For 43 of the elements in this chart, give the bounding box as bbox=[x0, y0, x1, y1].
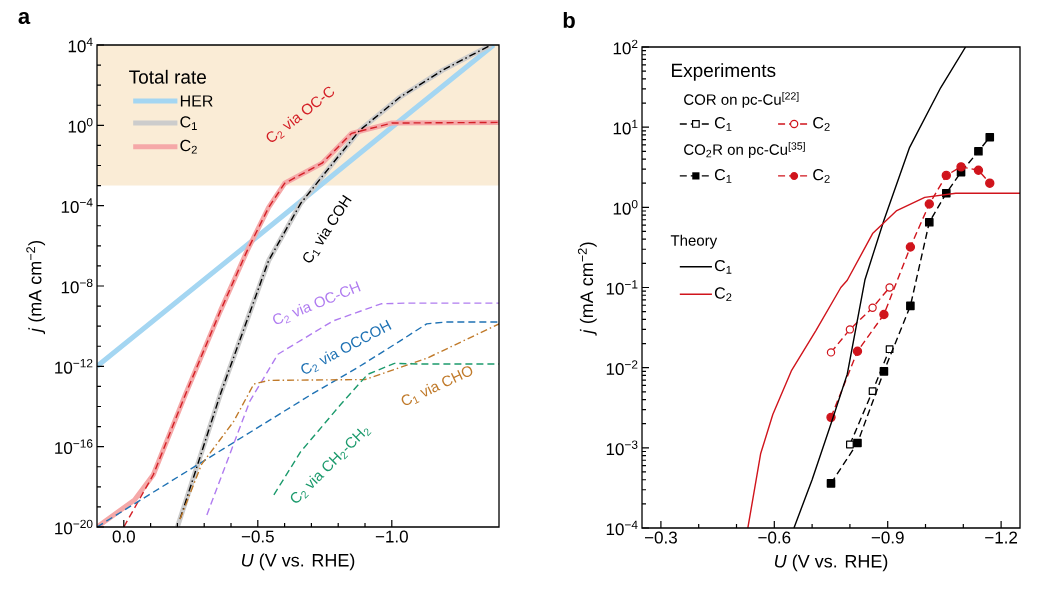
y-tick-label: 10$^{−2}$ bbox=[606, 360, 638, 376]
y-tick-label: 10$^{0}$ bbox=[613, 199, 638, 215]
legend-label: C$_{1}$ bbox=[714, 259, 732, 274]
legend-title: Experiments bbox=[672, 63, 776, 81]
x-tick-label: −0.9 bbox=[871, 531, 904, 544]
y-tick-label: 10$^{−12}$ bbox=[55, 358, 93, 374]
legend-label: C$_{2}$ bbox=[180, 139, 197, 154]
y-tick-label: 10$^{−20}$ bbox=[55, 519, 93, 535]
y-tick-label: 10$^{−4}$ bbox=[61, 198, 93, 213]
annotation: COR on pc-Cu$^{[22]}$ bbox=[684, 91, 799, 108]
legend-title: Total rate bbox=[129, 69, 206, 84]
y-axis-title: j (mA cm$^{−2}$) bbox=[26, 240, 46, 335]
x-axis-title: U (V vs. RHE) bbox=[241, 553, 355, 571]
y-tick-label: 10$^{−4}$ bbox=[606, 520, 638, 536]
x-tick-label: −1.0 bbox=[375, 530, 408, 543]
text: C$_{2}$ via CH$_{2}$-CH$_{2}$ bbox=[290, 428, 372, 503]
x-tick-label: −0.5 bbox=[241, 530, 274, 543]
x-tick-label: −0.3 bbox=[644, 531, 677, 544]
y-tick-label: 10$^{−8}$ bbox=[61, 278, 93, 294]
y-tick-label: 10$^{2}$ bbox=[613, 39, 638, 55]
legend-label: C$_{2}$ bbox=[813, 169, 830, 183]
y-tick-label: 10$^{4}$ bbox=[68, 37, 93, 53]
annotation: Theory bbox=[670, 234, 718, 249]
y-axis-title: j (mA cm$^{−2}$) bbox=[577, 242, 597, 336]
x-tick-label: 0.0 bbox=[112, 530, 135, 543]
chart-title: a bbox=[18, 11, 31, 25]
x-tick-label: −0.6 bbox=[758, 531, 791, 544]
legend-label: C$_{1}$ bbox=[714, 117, 732, 131]
y-tick-label: 10$^{0}$ bbox=[68, 117, 93, 133]
legend-label: C$_{1}$ bbox=[180, 116, 197, 130]
y-tick-label: 10$^{−16}$ bbox=[55, 439, 93, 455]
legend-label: C$_{1}$ bbox=[714, 169, 732, 183]
chart-title: b bbox=[563, 11, 575, 29]
y-tick-label: 10$^{1}$ bbox=[613, 119, 638, 135]
annotation: CO$_{2}$R on pc-Cu$^{[35]}$ bbox=[684, 141, 805, 158]
x-tick-label: −1.2 bbox=[985, 531, 1018, 544]
legend-label: C$_{2}$ bbox=[714, 287, 732, 302]
y-tick-label: 10$^{−3}$ bbox=[606, 440, 638, 456]
legend-label: C$_{2}$ bbox=[813, 117, 830, 131]
legend-label: HER bbox=[180, 95, 213, 107]
x-axis-title: U (V vs. RHE) bbox=[774, 554, 888, 572]
text: C$_{1}$ via CHO bbox=[401, 366, 473, 406]
y-tick-label: 10$^{−1}$ bbox=[606, 280, 638, 295]
